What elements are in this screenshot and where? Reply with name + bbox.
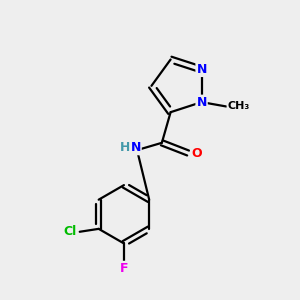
Text: H: H [120,141,130,154]
Text: F: F [120,262,128,275]
Text: Cl: Cl [64,225,77,238]
Text: N: N [196,96,207,109]
Text: N: N [196,63,207,76]
Text: N: N [130,141,141,154]
Text: CH₃: CH₃ [227,101,250,112]
Text: O: O [191,146,202,160]
